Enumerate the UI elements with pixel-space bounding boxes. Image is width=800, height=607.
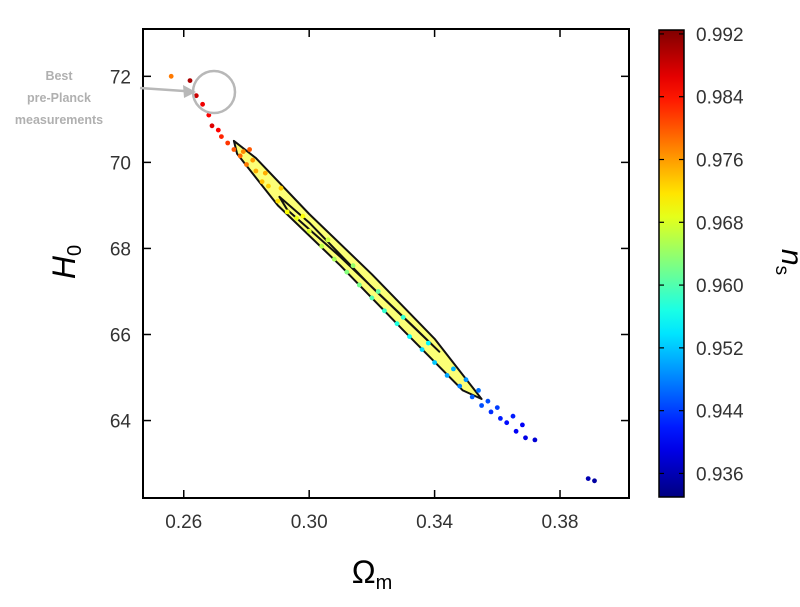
colorbar-tick-label: 0.984: [696, 88, 744, 109]
annotation-best-pre-planck: Best pre-Planck measurements: [15, 69, 237, 127]
colorbar-tick-label: 0.976: [696, 151, 744, 172]
scatter-point: [259, 179, 265, 185]
scatter-point: [532, 437, 538, 443]
y-axis-label-sub: 0: [64, 245, 86, 256]
scatter-point: [215, 127, 221, 133]
scatter-point: [300, 213, 306, 219]
x-axis-label-sub: m: [376, 572, 393, 594]
scatter-point: [513, 428, 519, 434]
colorbar-tick-label: 0.944: [696, 402, 744, 423]
scatter-point: [400, 314, 406, 320]
scatter-point: [356, 282, 362, 288]
annotation-line-3: measurements: [15, 113, 103, 127]
scatter-point: [444, 373, 450, 378]
x-tick-label: 0.34: [416, 512, 453, 533]
scatter-point: [476, 388, 481, 393]
y-tick-label: 64: [110, 412, 132, 433]
scatter-point: [240, 149, 246, 155]
scatter-point: [247, 147, 253, 152]
annotation-line-2: pre-Planck: [27, 91, 91, 105]
scatter-point: [419, 347, 425, 352]
scatter-point: [237, 153, 243, 159]
scatter-point: [319, 243, 325, 249]
scatter-point: [325, 237, 331, 243]
y-axis-ticks: 64 66 68 70 72: [110, 67, 629, 433]
colorbar-tick-label: 0.952: [696, 339, 744, 360]
scatter-point: [278, 185, 284, 191]
scatter-point: [425, 340, 431, 346]
scatter-point: [206, 112, 212, 118]
scatter-point: [262, 170, 268, 176]
scatter-point: [275, 198, 281, 204]
plot-area: [143, 29, 629, 498]
colorbar-label: ns: [771, 249, 800, 275]
y-tick-label: 70: [110, 153, 131, 174]
scatter-points: [168, 73, 597, 484]
annotation-arrow-shaft: [139, 86, 185, 93]
scatter-point: [284, 209, 290, 215]
scatter-point: [432, 360, 437, 365]
scatter-point: [306, 228, 312, 234]
colorbar-tick-label: 0.960: [696, 276, 744, 297]
scatter-point: [225, 140, 231, 146]
y-axis-label: H0: [46, 245, 86, 279]
scatter-point: [250, 157, 256, 163]
scatter-point: [523, 435, 528, 441]
y-tick-label: 72: [110, 67, 131, 88]
plot-frame: [142, 28, 630, 499]
scatter-point: [294, 215, 299, 221]
scatter-point: [266, 183, 271, 189]
scatter-point: [592, 478, 597, 484]
colorbar-ticks: 0.936 0.944 0.952 0.960 0.968 0.976 0.984 0.992: [659, 25, 744, 485]
scatter-point: [200, 101, 206, 107]
scatter-point: [382, 308, 387, 314]
x-tick-label: 0.30: [291, 512, 328, 533]
scatter-point: [504, 420, 510, 426]
scatter-point: [520, 422, 525, 428]
y-tick-label: 66: [110, 325, 131, 346]
scatter-point: [457, 383, 463, 389]
scatter-point: [219, 134, 224, 140]
scatter-point: [451, 366, 456, 372]
scatter-point: [463, 377, 469, 383]
scatter-point: [585, 476, 591, 481]
scatter-point: [375, 289, 381, 294]
colorbar: [658, 29, 685, 498]
plot-background: [143, 29, 629, 498]
annotation-line-1: Best: [45, 69, 73, 83]
scatter-point: [350, 263, 356, 269]
scatter-point: [209, 123, 215, 129]
scatter-point: [510, 413, 516, 419]
colorbar-tick-label: 0.936: [696, 464, 744, 485]
scatter-point: [253, 168, 259, 174]
scatter-point: [485, 398, 491, 404]
scatter-point: [168, 73, 174, 79]
x-axis-ticks: 0.26 0.30 0.34 0.38: [165, 29, 579, 533]
scatter-point: [407, 334, 412, 339]
x-axis-label: Ωm: [352, 554, 393, 594]
scatter-point: [231, 147, 237, 152]
contour-fill: [233, 140, 482, 400]
scatter-point: [494, 405, 500, 410]
colorbar-tick-label: 0.992: [696, 25, 744, 46]
scatter-point: [193, 93, 199, 99]
y-tick-label: 68: [110, 239, 131, 260]
scatter-point: [488, 409, 494, 415]
scatter-point: [369, 295, 375, 301]
scatter-point: [344, 269, 350, 275]
scatter-point: [498, 416, 503, 421]
scatter-point: [187, 78, 193, 83]
scatter-point: [469, 394, 475, 400]
x-tick-label: 0.38: [542, 512, 579, 533]
scatter-point: [479, 403, 484, 408]
scatter-point: [244, 162, 249, 167]
colorbar-tick-label: 0.968: [696, 213, 744, 234]
scatter-point: [331, 256, 337, 262]
scatter-point: [394, 321, 400, 327]
colorbar-label-sub: s: [771, 266, 792, 276]
annotation-arrow-head: [183, 85, 196, 98]
x-tick-label: 0.26: [165, 512, 202, 533]
